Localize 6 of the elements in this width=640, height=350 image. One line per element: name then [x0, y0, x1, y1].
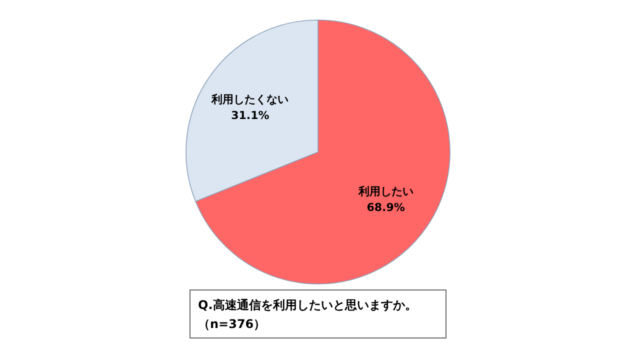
data-label: 68.9%: [366, 200, 405, 214]
slice-label: 利用したくない: [210, 93, 289, 106]
text: Q.高速通信を利用したいと思いますか。: [198, 298, 417, 312]
slice-label: 利用したい: [357, 184, 414, 198]
data-label: 31.1%: [231, 109, 270, 122]
text: （n=376）: [198, 317, 266, 331]
